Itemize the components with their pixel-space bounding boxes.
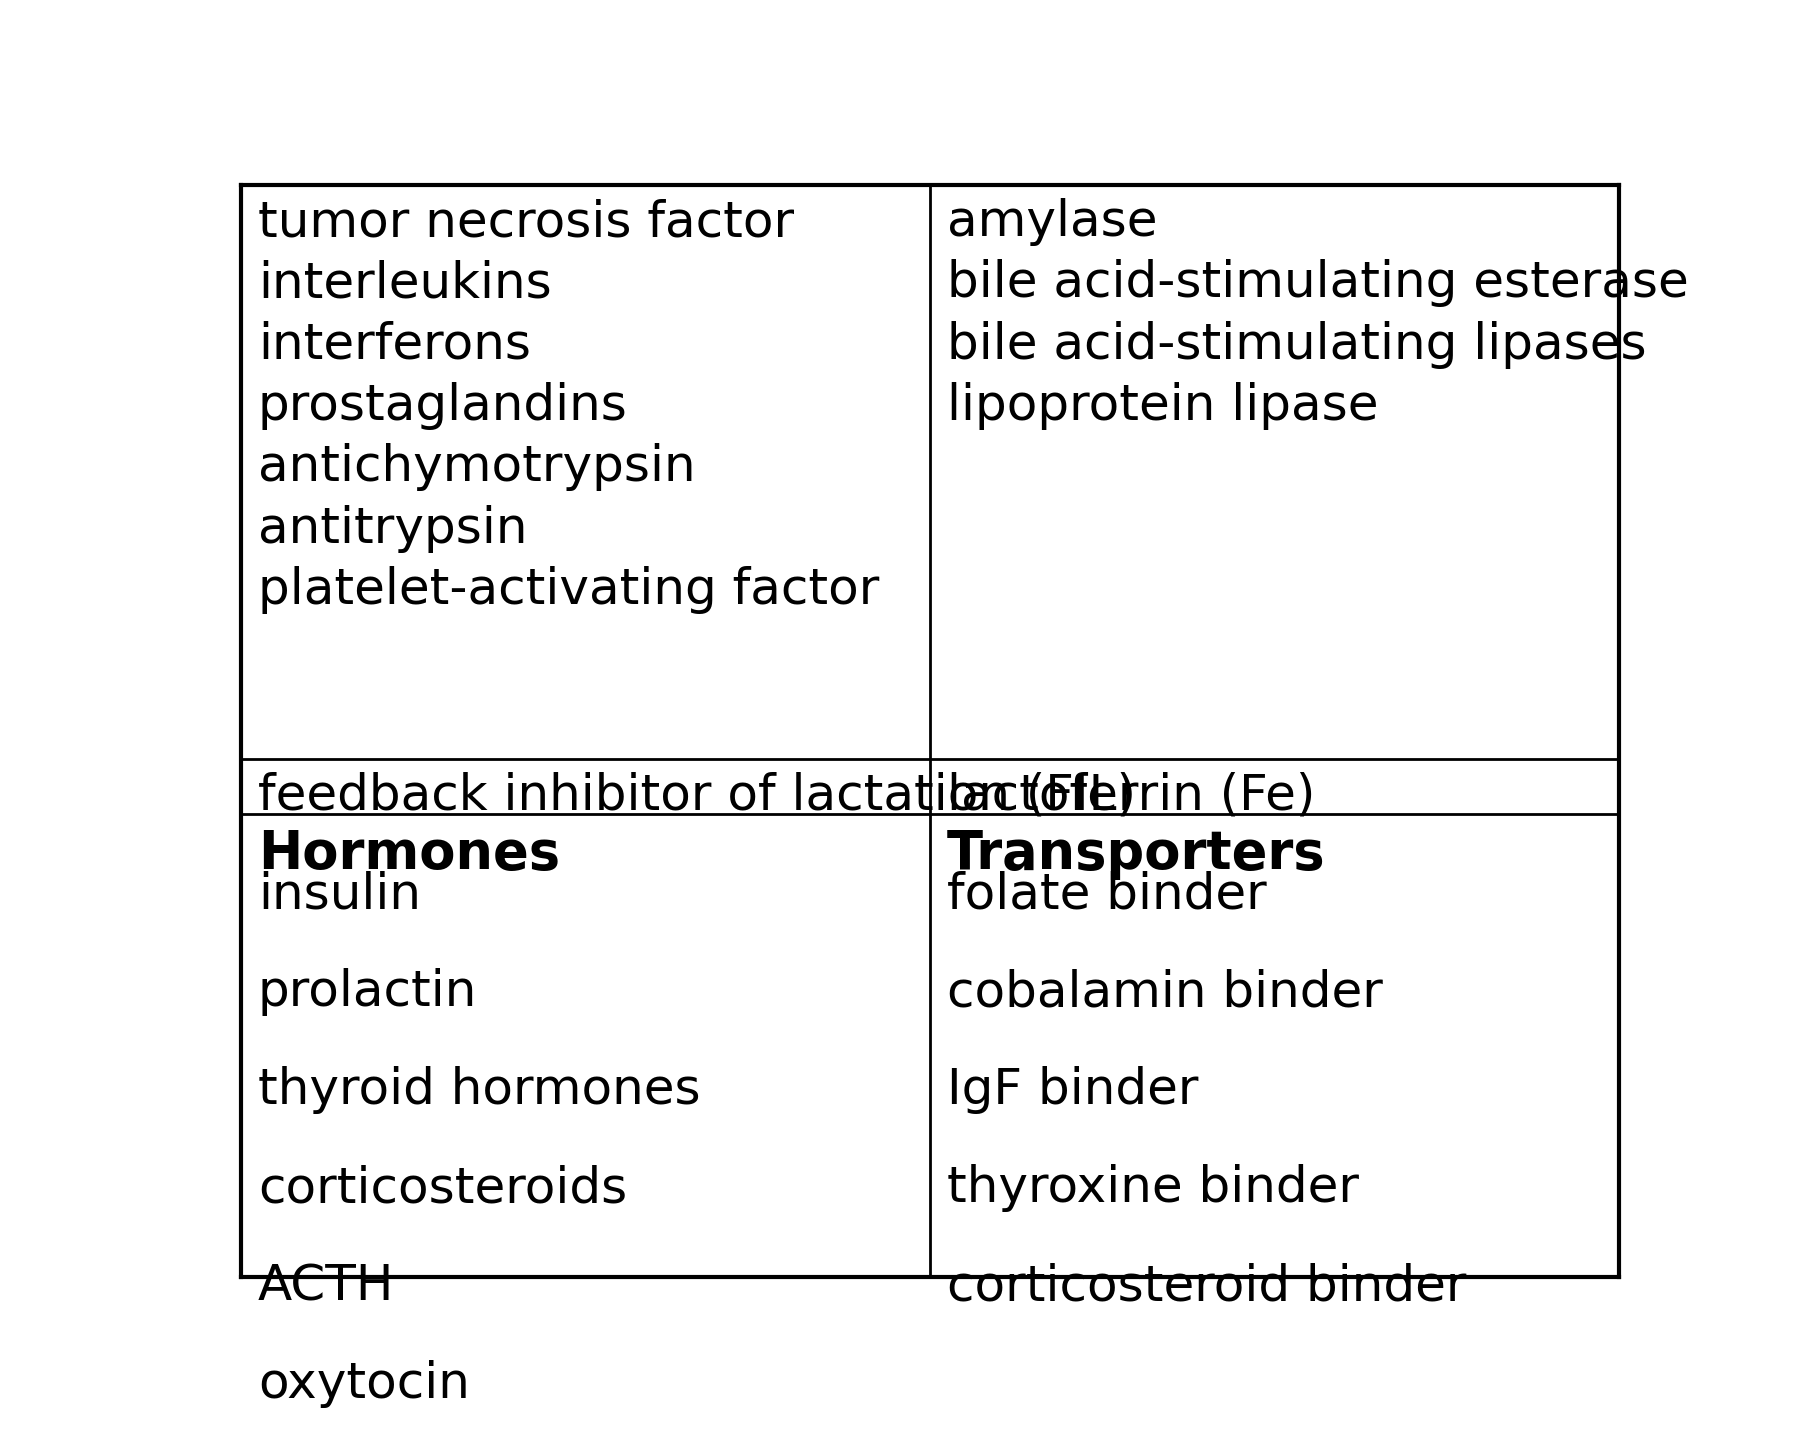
Text: thyroxine binder: thyroxine binder: [947, 1165, 1359, 1213]
Text: lactoferrin (Fe): lactoferrin (Fe): [947, 771, 1315, 820]
Text: corticosteroids: corticosteroids: [258, 1165, 626, 1213]
Text: IgF binder: IgF binder: [947, 1066, 1197, 1114]
Text: antichymotrypsin: antichymotrypsin: [258, 443, 695, 492]
Text: antitrypsin: antitrypsin: [258, 505, 528, 553]
Text: insulin: insulin: [258, 870, 421, 917]
Text: folate binder: folate binder: [947, 870, 1266, 917]
Text: ACTH: ACTH: [258, 1262, 394, 1310]
Text: platelet-activating factor: platelet-activating factor: [258, 566, 878, 614]
Text: interferons: interferons: [258, 321, 530, 369]
Text: thyroid hormones: thyroid hormones: [258, 1066, 700, 1114]
Text: Transporters: Transporters: [947, 828, 1324, 880]
Text: lipoprotein lipase: lipoprotein lipase: [947, 382, 1379, 430]
Text: feedback inhibitor of lactation (FIL): feedback inhibitor of lactation (FIL): [258, 771, 1136, 820]
Text: prostaglandins: prostaglandins: [258, 382, 628, 430]
Text: corticosteroid binder: corticosteroid binder: [947, 1262, 1466, 1310]
Text: amylase: amylase: [947, 198, 1157, 246]
Text: cobalamin binder: cobalamin binder: [947, 968, 1382, 1016]
Text: Hormones: Hormones: [258, 828, 561, 880]
Text: bile acid-stimulating lipases: bile acid-stimulating lipases: [947, 321, 1645, 369]
Text: interleukins: interleukins: [258, 259, 551, 307]
Text: oxytocin: oxytocin: [258, 1360, 470, 1408]
Text: prolactin: prolactin: [258, 968, 477, 1016]
Text: bile acid-stimulating esterase: bile acid-stimulating esterase: [947, 259, 1687, 307]
Text: tumor necrosis factor: tumor necrosis factor: [258, 198, 793, 246]
